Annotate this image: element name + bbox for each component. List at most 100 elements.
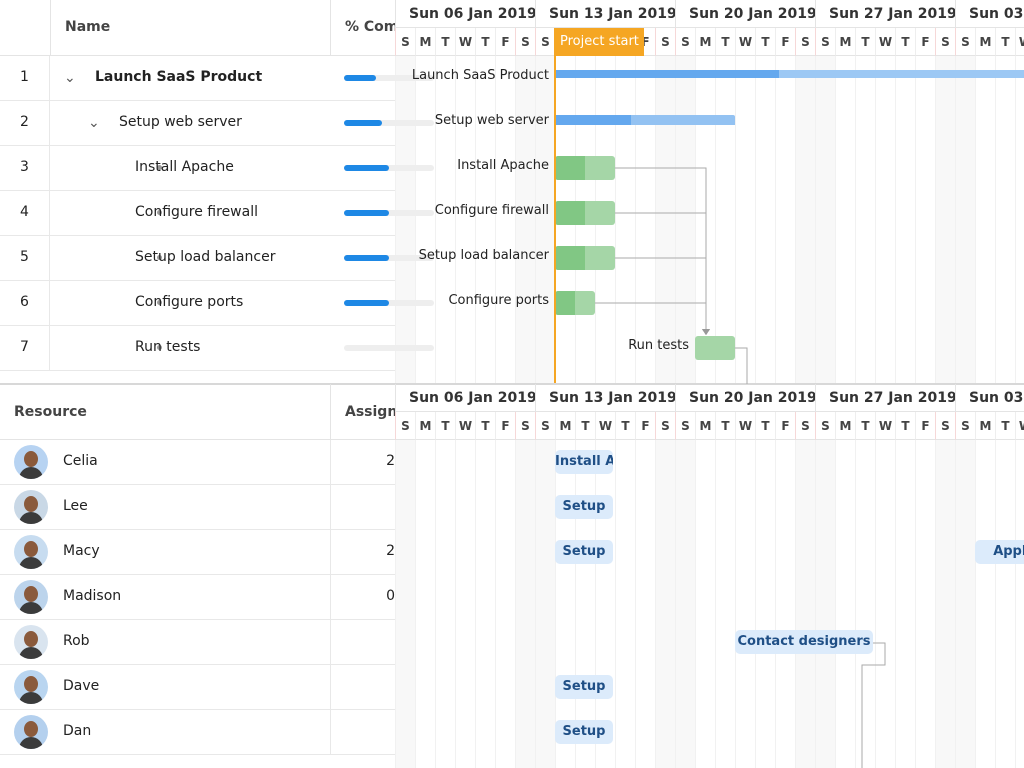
summary-bar[interactable] bbox=[555, 115, 735, 125]
column-header: Assigned bbox=[330, 384, 395, 440]
day-header: F bbox=[775, 412, 795, 440]
assigned-count: 2 bbox=[386, 543, 395, 559]
event-pill[interactable]: Contact designers bbox=[735, 630, 873, 654]
grid-separator bbox=[330, 665, 331, 710]
avatar bbox=[14, 625, 48, 659]
assigned-count bbox=[330, 710, 395, 755]
week-header: Sun 20 Jan 2019 bbox=[675, 0, 815, 28]
day-header: S bbox=[815, 28, 835, 56]
avatar-body bbox=[19, 647, 43, 659]
task-name[interactable]: Setup load balancer bbox=[135, 249, 276, 265]
day-column bbox=[895, 56, 915, 384]
week-header: Sun 06 Jan 2019 bbox=[395, 0, 535, 28]
day-column bbox=[875, 56, 895, 384]
day-column bbox=[735, 440, 755, 768]
resource-row bbox=[0, 485, 395, 530]
day-header: T bbox=[435, 412, 455, 440]
day-header: W bbox=[595, 412, 615, 440]
avatar-face bbox=[24, 586, 38, 602]
event-pill[interactable]: Install Apache bbox=[555, 450, 613, 474]
day-column bbox=[495, 440, 515, 768]
bullet bbox=[157, 345, 162, 350]
day-column bbox=[975, 440, 995, 768]
percent-bar bbox=[344, 75, 376, 81]
day-column bbox=[735, 56, 755, 384]
day-header: S bbox=[675, 28, 695, 56]
day-header: T bbox=[995, 412, 1015, 440]
day-header: T bbox=[895, 28, 915, 56]
event-pill[interactable]: Apply bbox=[975, 540, 1024, 564]
event-pill[interactable]: Setup bbox=[555, 720, 613, 744]
summary-progress bbox=[555, 70, 779, 78]
day-column bbox=[915, 56, 935, 384]
day-header: S bbox=[395, 412, 415, 440]
summary-bar[interactable] bbox=[555, 70, 1024, 78]
weekend-column bbox=[515, 56, 535, 384]
event-pill[interactable]: Setup bbox=[555, 495, 613, 519]
assigned-count: 2 bbox=[386, 453, 395, 469]
task-name[interactable]: Setup web server bbox=[119, 114, 242, 130]
day-column bbox=[455, 56, 475, 384]
grid-row bbox=[0, 236, 395, 281]
day-header: T bbox=[475, 412, 495, 440]
percent-track bbox=[344, 345, 434, 351]
task-name[interactable]: Configure ports bbox=[135, 294, 244, 310]
day-column bbox=[615, 56, 635, 384]
project-start-line bbox=[554, 28, 556, 384]
task-name[interactable]: Configure firewall bbox=[135, 204, 258, 220]
day-column bbox=[715, 56, 735, 384]
row-number: 1 bbox=[0, 56, 50, 101]
row-number: 3 bbox=[0, 146, 50, 191]
avatar bbox=[14, 580, 48, 614]
task-bar[interactable] bbox=[695, 336, 735, 360]
day-header: W bbox=[1015, 412, 1024, 440]
task-progress bbox=[555, 246, 585, 270]
row-number: 6 bbox=[0, 281, 50, 326]
task-name[interactable]: Launch SaaS Product bbox=[95, 69, 263, 85]
day-column bbox=[995, 56, 1015, 384]
grid-row bbox=[0, 56, 395, 101]
event-pill[interactable]: Setup bbox=[555, 540, 613, 564]
day-header: W bbox=[1015, 28, 1024, 56]
percent-track bbox=[344, 300, 434, 306]
avatar bbox=[14, 715, 48, 749]
day-column bbox=[855, 440, 875, 768]
day-column bbox=[755, 440, 775, 768]
day-column bbox=[495, 56, 515, 384]
event-pill[interactable]: Setup bbox=[555, 675, 613, 699]
weekend-column bbox=[395, 440, 415, 768]
day-column bbox=[695, 56, 715, 384]
avatar-body bbox=[19, 692, 43, 704]
summary-progress bbox=[555, 115, 631, 125]
splitter[interactable] bbox=[0, 383, 1024, 385]
avatar-face bbox=[24, 496, 38, 512]
day-column bbox=[415, 56, 435, 384]
day-header: M bbox=[695, 412, 715, 440]
day-header: F bbox=[915, 28, 935, 56]
grid-header bbox=[0, 384, 395, 440]
collapse-toggle[interactable]: ⌄ bbox=[88, 115, 100, 131]
day-column bbox=[1015, 440, 1024, 768]
week-header: Sun 27 Jan 2019 bbox=[815, 0, 955, 28]
percent-bar bbox=[344, 210, 389, 216]
day-header: M bbox=[415, 28, 435, 56]
resource-name: Rob bbox=[63, 633, 90, 649]
weekend-column bbox=[935, 56, 955, 384]
day-header: F bbox=[635, 412, 655, 440]
day-header: S bbox=[955, 28, 975, 56]
grid-separator bbox=[330, 620, 331, 665]
day-header: W bbox=[875, 412, 895, 440]
task-name[interactable]: Install Apache bbox=[135, 159, 234, 175]
task-name[interactable]: Run tests bbox=[135, 339, 201, 355]
avatar-face bbox=[24, 631, 38, 647]
day-header: M bbox=[415, 412, 435, 440]
avatar-body bbox=[19, 512, 43, 524]
day-header: T bbox=[855, 412, 875, 440]
collapse-toggle[interactable]: ⌄ bbox=[64, 70, 76, 86]
resource-row bbox=[0, 620, 395, 665]
day-header: M bbox=[835, 28, 855, 56]
grid-row bbox=[0, 191, 395, 236]
week-header: Sun 03 Feb 2019 bbox=[955, 384, 1024, 412]
day-header: T bbox=[715, 412, 735, 440]
